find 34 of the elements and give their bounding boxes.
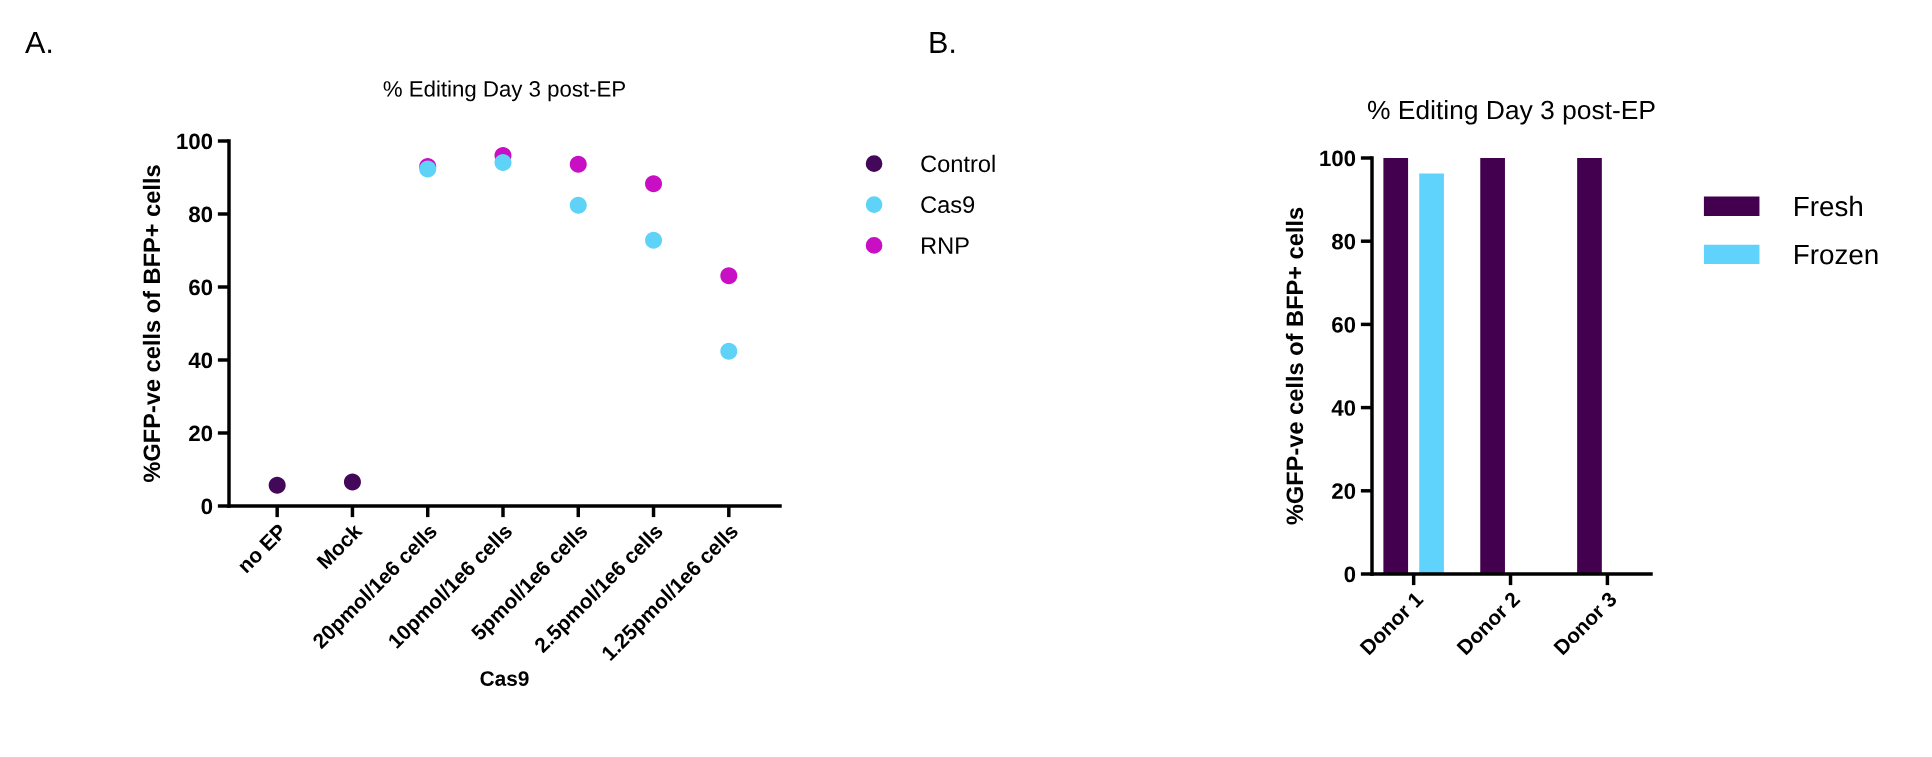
- legend-label: Fresh: [1795, 195, 1862, 217]
- point: [645, 231, 663, 249]
- x-tick-label: no EP: [236, 523, 288, 574]
- y-tick-label: 0: [201, 498, 213, 515]
- y-tick-label: 40: [1331, 400, 1356, 416]
- point: [569, 155, 587, 173]
- y-tick-label: 60: [1332, 316, 1356, 333]
- y-tick-label: 100: [1320, 150, 1356, 167]
- y-tick-label: 20: [1332, 483, 1356, 500]
- chart-title: % Editing Day 3 post-EP: [383, 80, 625, 102]
- point: [645, 175, 663, 193]
- text: A.: [25, 31, 52, 53]
- point: [569, 196, 587, 214]
- y-tick-label: 0: [1344, 566, 1356, 583]
- legend-label: Frozen: [1795, 245, 1878, 265]
- point: [720, 267, 738, 285]
- y-tick-label: 80: [1332, 233, 1356, 250]
- y-tick-label: 20: [189, 425, 213, 442]
- y-tick-label: 60: [189, 279, 213, 296]
- y-axis-title: %GFP-ve cells of BFP+ cells: [142, 165, 161, 483]
- x-axis-title: Cas9: [480, 671, 529, 686]
- legend-label: RNP: [922, 237, 969, 254]
- point: [720, 342, 738, 360]
- legend-label: Control: [921, 154, 995, 173]
- point: [343, 473, 361, 491]
- y-tick-label: 100: [177, 133, 213, 150]
- text: B.: [930, 31, 955, 53]
- point: [494, 154, 512, 172]
- y-tick-label: 40: [188, 352, 213, 369]
- chart-title: % Editing Day 3 post-EP: [1367, 99, 1655, 125]
- y-tick-label: 80: [189, 206, 213, 223]
- point: [268, 476, 286, 494]
- legend-label: Cas9: [921, 196, 975, 214]
- y-axis-title: %GFP-ve cells of BFP+ cells: [1285, 207, 1304, 525]
